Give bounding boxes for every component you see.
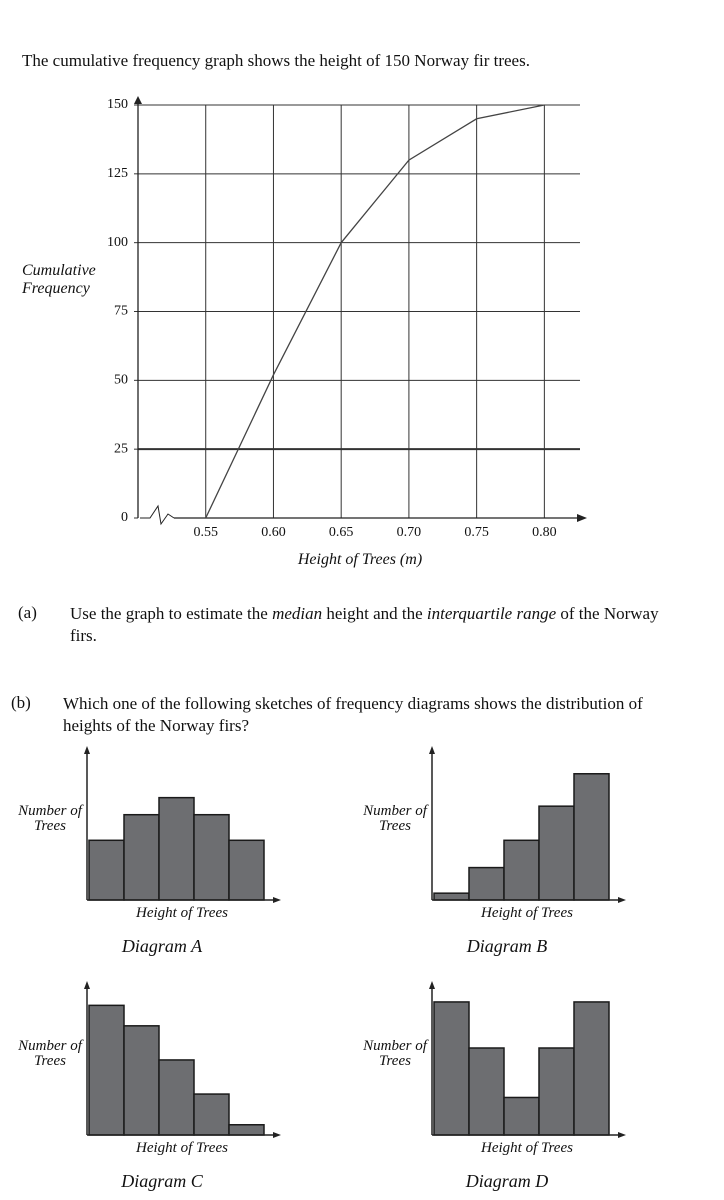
y-arrow <box>429 746 435 754</box>
x-tick-label: 0.70 <box>397 525 422 540</box>
x-tick-label: 0.75 <box>464 525 489 540</box>
bar <box>433 1001 470 1136</box>
bar <box>573 1001 610 1136</box>
x-axis-label: Height of Trees <box>481 905 573 921</box>
bar <box>433 892 470 901</box>
text-segment: of the Norway firs. <box>70 604 659 645</box>
y-axis-label: Number of Trees <box>18 803 82 834</box>
diagram-title: Diagram C <box>121 1171 203 1191</box>
x-arrow <box>273 897 281 903</box>
y-arrow <box>84 746 90 754</box>
text-segment: height and the <box>322 604 427 623</box>
bar <box>123 813 160 901</box>
x-axis-label: Height of Trees <box>136 905 228 921</box>
x-axis-label: Height of Trees <box>481 1140 573 1156</box>
diagram-title: Diagram B <box>466 936 548 956</box>
bar <box>503 839 540 901</box>
x-axis-label: Height of Trees (m) <box>297 551 423 568</box>
part-label: (b) <box>11 693 31 712</box>
x-axis-label: Height of Trees <box>136 1140 228 1156</box>
bar <box>193 813 230 901</box>
y-arrow <box>134 96 142 104</box>
bar <box>193 1093 230 1136</box>
part-text: Which one of the following sketches of f… <box>63 693 663 737</box>
y-tick-label: 125 <box>107 166 128 181</box>
cumulative-line <box>205 104 545 519</box>
x-tick-label: 0.60 <box>261 525 286 540</box>
bar <box>228 839 265 901</box>
y-tick-label: 0 <box>121 510 128 525</box>
y-tick-label: 25 <box>114 441 128 456</box>
bar <box>88 1004 125 1136</box>
y-tick-label: 150 <box>107 97 128 112</box>
axis-break <box>140 504 175 526</box>
y-axis-label: Number of Trees <box>363 803 427 834</box>
diagram-title: Diagram D <box>465 1171 549 1191</box>
bar <box>88 839 125 901</box>
y-arrow <box>84 981 90 989</box>
diagram-title: Diagram A <box>121 936 203 956</box>
bar <box>158 796 195 901</box>
y-axis-label: Number of Trees <box>363 1038 427 1069</box>
bar <box>538 805 575 901</box>
bar <box>503 1096 540 1136</box>
x-tick-label: 0.80 <box>532 525 557 540</box>
x-arrow <box>273 1132 281 1138</box>
text-segment: Use the graph to estimate the <box>70 604 273 623</box>
x-arrow <box>618 897 626 903</box>
x-arrow <box>577 514 587 522</box>
text-segment: interquartile range <box>426 604 557 623</box>
bar <box>468 1047 505 1136</box>
bar <box>158 1059 195 1136</box>
y-tick-label: 50 <box>114 373 128 388</box>
bar <box>468 866 505 901</box>
question: The cumulative frequency graph shows the… <box>22 51 530 70</box>
text-segment: median <box>272 604 323 623</box>
x-tick-label: 0.55 <box>193 525 218 540</box>
y-axis-label: Cumulative Frequency <box>22 262 96 297</box>
bar <box>123 1025 160 1136</box>
bar <box>228 1124 265 1136</box>
part-text: Use the graph to estimate the median hei… <box>70 603 670 647</box>
y-axis-label: Number of Trees <box>18 1038 82 1069</box>
part-label: (a) <box>18 603 37 622</box>
bar <box>573 773 610 901</box>
bar <box>538 1047 575 1136</box>
y-tick-label: 100 <box>107 235 128 250</box>
y-arrow <box>429 981 435 989</box>
x-arrow <box>618 1132 626 1138</box>
x-tick-label: 0.65 <box>329 525 354 540</box>
text-segment: Which one of the following sketches of f… <box>63 694 643 735</box>
y-tick-label: 75 <box>114 304 128 319</box>
